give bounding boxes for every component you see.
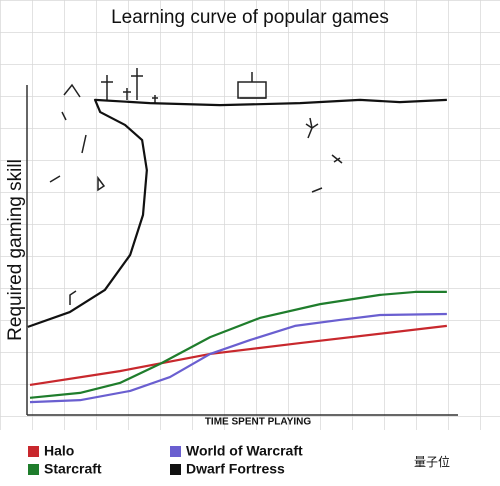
y-axis-label: Required gaming skill bbox=[5, 159, 26, 341]
series-line bbox=[29, 290, 447, 399]
series-line bbox=[27, 98, 447, 328]
legend-swatch bbox=[170, 446, 181, 457]
watermark: 量子位 bbox=[414, 454, 450, 469]
legend-label: Dwarf Fortress bbox=[186, 461, 285, 477]
doodles bbox=[49, 68, 343, 305]
legend-label: Starcraft bbox=[44, 461, 102, 477]
legend-swatch bbox=[28, 464, 39, 475]
legend-label: Halo bbox=[44, 443, 74, 459]
grid-background bbox=[0, 0, 500, 430]
series-line bbox=[29, 312, 447, 404]
legend-swatch bbox=[170, 464, 181, 475]
x-axis-label: TIME SPENT PLAYING bbox=[205, 417, 312, 428]
legend-swatch bbox=[28, 446, 39, 457]
chart-title: Learning curve of popular games bbox=[111, 7, 389, 28]
legend-background bbox=[0, 430, 500, 486]
legend-label: World of Warcraft bbox=[186, 443, 303, 459]
